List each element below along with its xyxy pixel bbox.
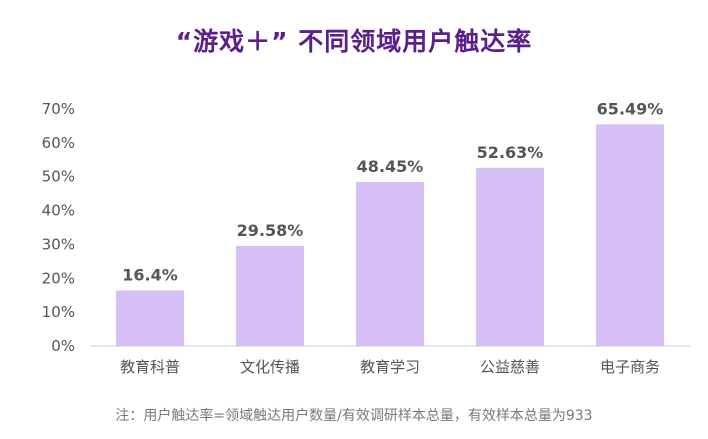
bar (356, 181, 424, 346)
y-tick-label: 70% (42, 100, 75, 118)
y-tick-label: 10% (42, 303, 75, 321)
chart-note: 注：用户触达率=领域触达用户数量/有效调研样本总量，有效样本总量为933 (115, 408, 593, 424)
y-tick-label: 60% (42, 134, 75, 152)
x-tick-label: 教育学习 (360, 358, 420, 376)
data-label: 16.4% (122, 265, 178, 284)
x-tick-label: 教育科普 (120, 358, 180, 376)
bar (596, 124, 664, 347)
data-label: 48.45% (357, 157, 424, 176)
chart-title: “游戏＋” 不同领域用户触达率 (175, 27, 533, 56)
bar (476, 167, 544, 346)
data-label: 52.63% (477, 143, 544, 162)
y-tick-label: 40% (42, 202, 75, 220)
y-tick-label: 0% (51, 337, 75, 355)
y-tick-label: 50% (42, 168, 75, 186)
bar (236, 245, 304, 346)
x-tick-label: 文化传播 (240, 358, 300, 376)
data-label: 29.58% (237, 221, 304, 240)
data-label: 65.49% (597, 99, 664, 118)
y-tick-label: 20% (42, 269, 75, 287)
bar (116, 290, 184, 346)
x-tick-label: 电子商务 (600, 358, 660, 376)
bar-chart: 0% 10% 20% 30% 40% 50% 60% 70% 16.4% 教育科普 29.58% 文化… (42, 99, 690, 376)
y-tick-label: 30% (42, 235, 75, 253)
x-tick-label: 公益慈善 (480, 358, 540, 376)
